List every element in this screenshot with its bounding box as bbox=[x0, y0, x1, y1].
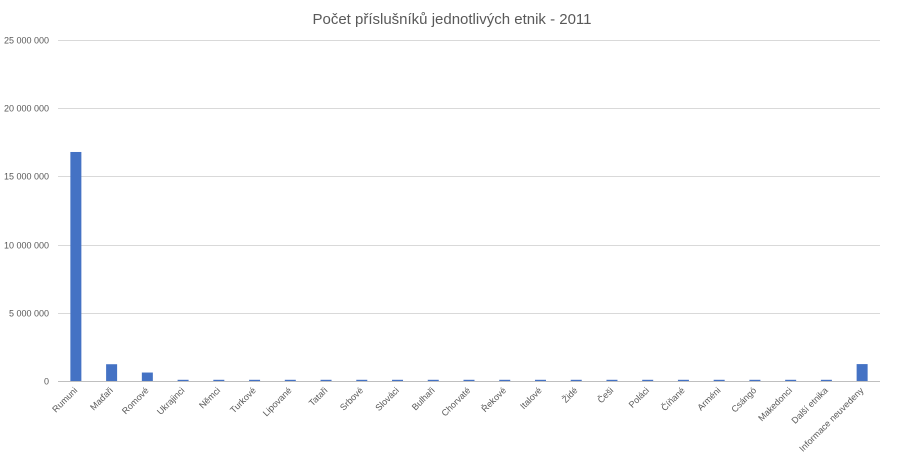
x-category-label: Tataři bbox=[307, 385, 330, 408]
x-category-label: Srbové bbox=[338, 385, 365, 412]
y-tick-label: 10 000 000 bbox=[4, 241, 49, 251]
bar bbox=[713, 379, 725, 381]
bar bbox=[499, 379, 511, 381]
x-category-label: Rumuni bbox=[50, 385, 79, 414]
bar bbox=[141, 372, 153, 381]
bar bbox=[570, 379, 582, 381]
y-tick-label: 20 000 000 bbox=[4, 104, 49, 114]
bar bbox=[177, 379, 189, 381]
bar bbox=[856, 364, 868, 381]
x-category-label: Židé bbox=[560, 385, 579, 404]
x-category-label: Maďaři bbox=[88, 385, 115, 412]
y-axis-tick-labels: 0 5 000 000 10 000 000 15 000 000 20 000 000… bbox=[4, 36, 49, 387]
bar bbox=[606, 379, 618, 381]
bar bbox=[213, 379, 225, 381]
bar bbox=[356, 379, 368, 381]
bar bbox=[106, 364, 118, 381]
bar bbox=[642, 379, 654, 381]
x-category-label: Češi bbox=[596, 385, 616, 405]
bar bbox=[749, 379, 761, 381]
bar bbox=[785, 379, 797, 381]
bar bbox=[249, 379, 261, 381]
x-category-label: Arméni bbox=[695, 385, 722, 412]
y-tick-label: 15 000 000 bbox=[4, 172, 49, 182]
bar bbox=[820, 379, 832, 381]
y-tick-label: 5 000 000 bbox=[9, 309, 49, 319]
x-category-label: Csángó bbox=[729, 385, 758, 414]
x-category-label: Řekové bbox=[480, 385, 509, 414]
bar bbox=[463, 379, 475, 381]
x-category-label: Slováci bbox=[373, 385, 401, 413]
x-category-label: Makedonci bbox=[756, 385, 794, 423]
x-category-label: Němci bbox=[197, 385, 222, 410]
y-tick-label: 0 bbox=[44, 377, 49, 387]
x-category-label: Chorvaté bbox=[440, 385, 473, 418]
x-category-label: Romové bbox=[120, 385, 151, 416]
bar bbox=[284, 379, 296, 381]
x-category-label: Číňané bbox=[659, 385, 687, 413]
y-tick-label: 25 000 000 bbox=[4, 36, 49, 46]
bar bbox=[534, 379, 546, 381]
bars bbox=[70, 151, 868, 381]
x-axis-category-labels: Rumuni Maďaři Romové Ukrajinci Němci Turkové L… bbox=[50, 385, 866, 454]
x-category-label: Poláci bbox=[627, 385, 651, 409]
chart-title: Počet příslušníků jednotlivých etnik - 2… bbox=[312, 11, 591, 28]
bar bbox=[677, 379, 689, 381]
bar bbox=[70, 151, 82, 381]
bar bbox=[427, 379, 439, 381]
bar bbox=[320, 379, 332, 381]
x-category-label: Ukrajinci bbox=[155, 385, 186, 416]
x-category-label: Italové bbox=[518, 385, 544, 411]
x-category-label: Turkové bbox=[228, 385, 258, 415]
x-category-label: Informace neuvedeny bbox=[797, 385, 866, 454]
x-category-label: Lipované bbox=[261, 385, 294, 418]
x-category-label: Bulhaři bbox=[410, 385, 437, 412]
gridlines bbox=[58, 40, 880, 382]
bar bbox=[392, 379, 404, 381]
